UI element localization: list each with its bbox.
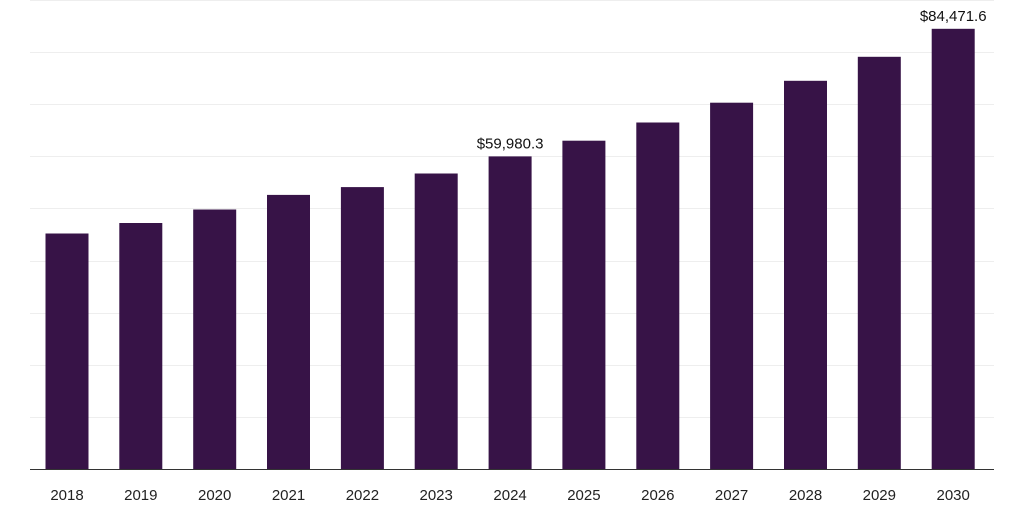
- x-tick-labels: 2018 2019 2020 2021 2022 2023 2024 2025 2026 2027…: [50, 487, 970, 504]
- bar-2029[interactable]: [857, 56, 901, 470]
- bars: [45, 28, 975, 470]
- x-tick-label: 2028: [789, 487, 822, 504]
- bar-2019[interactable]: [119, 223, 163, 469]
- x-tick-label: 2029: [863, 487, 896, 504]
- x-tick-label: 2025: [567, 487, 600, 504]
- x-tick-label: 2021: [272, 487, 305, 504]
- data-label-2024: $59,980.3: [477, 135, 544, 152]
- x-tick-label: 2018: [50, 487, 83, 504]
- bar-2018[interactable]: [45, 233, 89, 470]
- bar-2024[interactable]: [488, 156, 532, 469]
- x-tick-label: 2030: [937, 487, 970, 504]
- data-label-2030: $84,471.6: [920, 8, 987, 25]
- bar-2020[interactable]: [193, 209, 237, 470]
- bar-2022[interactable]: [340, 187, 384, 469]
- bar-2026[interactable]: [636, 122, 680, 470]
- bar-2025[interactable]: [562, 140, 606, 469]
- x-tick-label: 2020: [198, 487, 231, 504]
- data-labels: $59,980.3 $84,471.6: [477, 8, 987, 153]
- bar-2023[interactable]: [414, 173, 458, 470]
- x-tick-label: 2023: [420, 487, 453, 504]
- bar-2021[interactable]: [267, 194, 310, 469]
- x-tick-label: 2027: [715, 487, 748, 504]
- bar-2028[interactable]: [784, 80, 827, 470]
- x-tick-label: 2022: [346, 487, 379, 504]
- bar-2030[interactable]: [931, 28, 975, 470]
- x-tick-label: 2024: [493, 487, 526, 504]
- x-tick-label: 2019: [124, 487, 157, 504]
- bar-2027[interactable]: [710, 102, 754, 469]
- x-tick-label: 2026: [641, 487, 674, 504]
